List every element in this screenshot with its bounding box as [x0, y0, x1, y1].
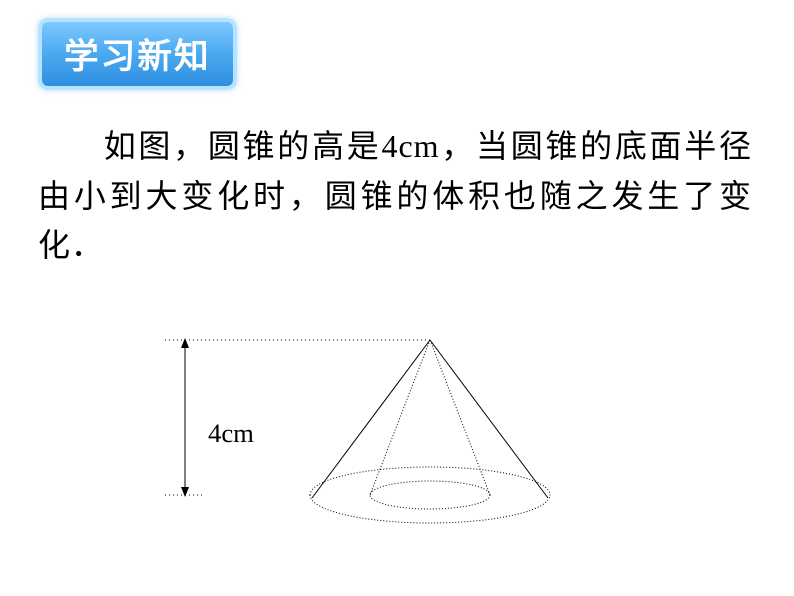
cone-figure: 4cm — [130, 330, 560, 550]
cone-inner-right-slant — [430, 340, 490, 495]
section-badge-text: 学习新知 — [64, 38, 211, 76]
dim-arrow-top — [181, 338, 189, 348]
height-label: 4cm — [208, 418, 254, 449]
cone-inner-left-slant — [370, 340, 430, 495]
main-paragraph: 如图，圆锥的高是4cm，当圆锥的底面半径由小到大变化时，圆锥的体积也随之发生了变… — [38, 122, 752, 271]
cone-left-slant — [312, 340, 430, 498]
paragraph-text: 如图，圆锥的高是4cm，当圆锥的底面半径由小到大变化时，圆锥的体积也随之发生了变… — [38, 128, 752, 263]
cone-inner-ellipse — [370, 481, 490, 509]
section-badge: 学习新知 — [38, 18, 237, 90]
cone-base-back — [310, 467, 550, 495]
dim-arrow-bottom — [181, 487, 189, 497]
cone-svg — [130, 330, 560, 550]
cone-right-slant — [430, 340, 548, 498]
